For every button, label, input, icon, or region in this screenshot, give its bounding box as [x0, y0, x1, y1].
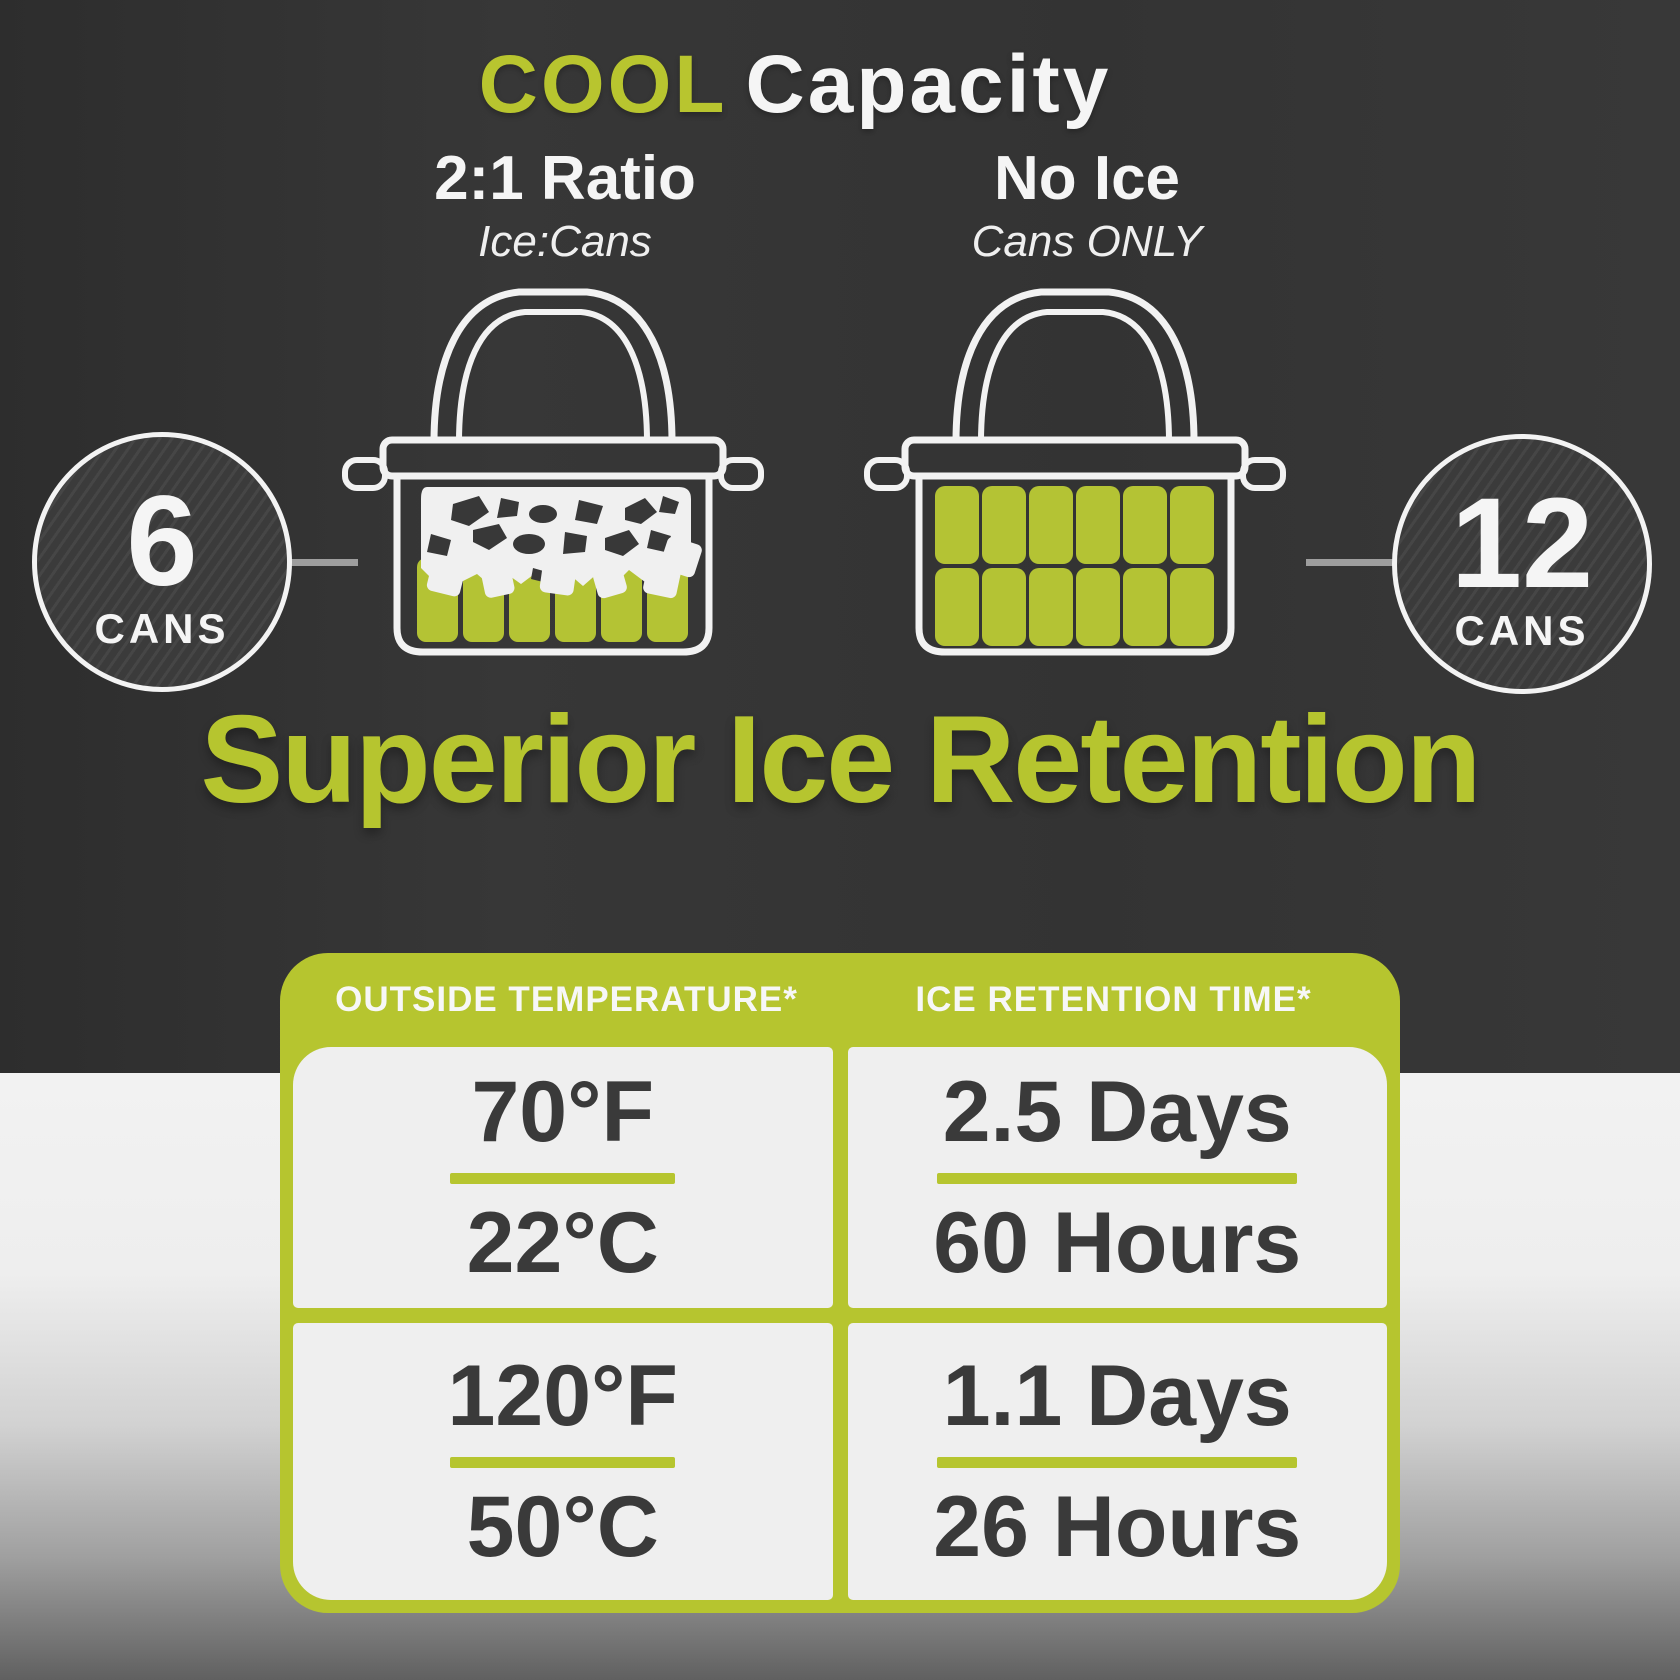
- divider-bar: [450, 1457, 676, 1469]
- retention-days: 1.1 Days: [942, 1347, 1292, 1444]
- badge-value: 12: [1450, 472, 1594, 616]
- badge-label: CANS: [94, 604, 230, 652]
- left-connector-line: [278, 559, 358, 566]
- right-connector-line: [1306, 559, 1402, 566]
- badge-label: CANS: [1454, 606, 1590, 654]
- table-header-row: OUTSIDE TEMPERATURE* ICE RETENTION TIME*: [293, 953, 1387, 1047]
- table-cell-temperature-row2: 120°F 50°C: [293, 1323, 833, 1600]
- divider-bar: [937, 1457, 1298, 1469]
- table-cell-retention-row2: 1.1 Days 26 Hours: [847, 1323, 1387, 1600]
- retention-hours: 60 Hours: [933, 1195, 1302, 1292]
- temperature-fahrenheit: 70°F: [471, 1063, 655, 1160]
- retention-hours: 26 Hours: [933, 1479, 1302, 1576]
- page-title: COOL Capacity: [0, 39, 1590, 130]
- temperature-celsius: 50°C: [466, 1479, 659, 1576]
- ice-retention-table: OUTSIDE TEMPERATURE* ICE RETENTION TIME*…: [280, 953, 1400, 1613]
- table-cell-retention-row1: 2.5 Days 60 Hours: [847, 1047, 1387, 1309]
- table-body: 70°F 22°C 2.5 Days 60 Hours 120°F 50°C 1…: [293, 1047, 1387, 1600]
- ice-cubes: [426, 536, 702, 599]
- section-heading: Superior Ice Retention: [200, 691, 1482, 829]
- twelve-cans-badge: 12 CANS: [1392, 434, 1652, 694]
- right-option-subheading: Cans ONLY: [971, 217, 1203, 267]
- cooler-outline: [342, 288, 764, 656]
- retention-days: 2.5 Days: [942, 1063, 1292, 1160]
- cooler-cans-only-illustration: [864, 288, 1286, 656]
- divider-bar: [450, 1173, 676, 1185]
- temperature-fahrenheit: 120°F: [447, 1347, 678, 1444]
- temperature-celsius: 22°C: [466, 1195, 659, 1292]
- title-rest: Capacity: [745, 39, 1112, 130]
- six-cans-badge: 6 CANS: [32, 432, 292, 692]
- table-cell-temperature-row1: 70°F 22°C: [293, 1047, 833, 1309]
- right-option-caption: No Ice Cans ONLY: [867, 146, 1307, 267]
- column-header-outside-temperature: OUTSIDE TEMPERATURE*: [335, 980, 798, 1019]
- badge-value: 6: [126, 470, 198, 614]
- left-option-heading: 2:1 Ratio: [434, 144, 696, 213]
- ice-fill: [421, 487, 702, 599]
- cans-grid: [935, 486, 1214, 646]
- cooler-ice-cans-illustration: [342, 288, 764, 656]
- left-option-subheading: Ice:Cans: [478, 217, 652, 267]
- right-option-heading: No Ice: [993, 144, 1181, 213]
- divider-bar: [937, 1173, 1298, 1185]
- title-highlight: COOL: [478, 39, 728, 130]
- left-option-caption: 2:1 Ratio Ice:Cans: [345, 146, 785, 267]
- column-header-ice-retention-time: ICE RETENTION TIME*: [915, 980, 1312, 1019]
- cooler-outline: [864, 288, 1286, 656]
